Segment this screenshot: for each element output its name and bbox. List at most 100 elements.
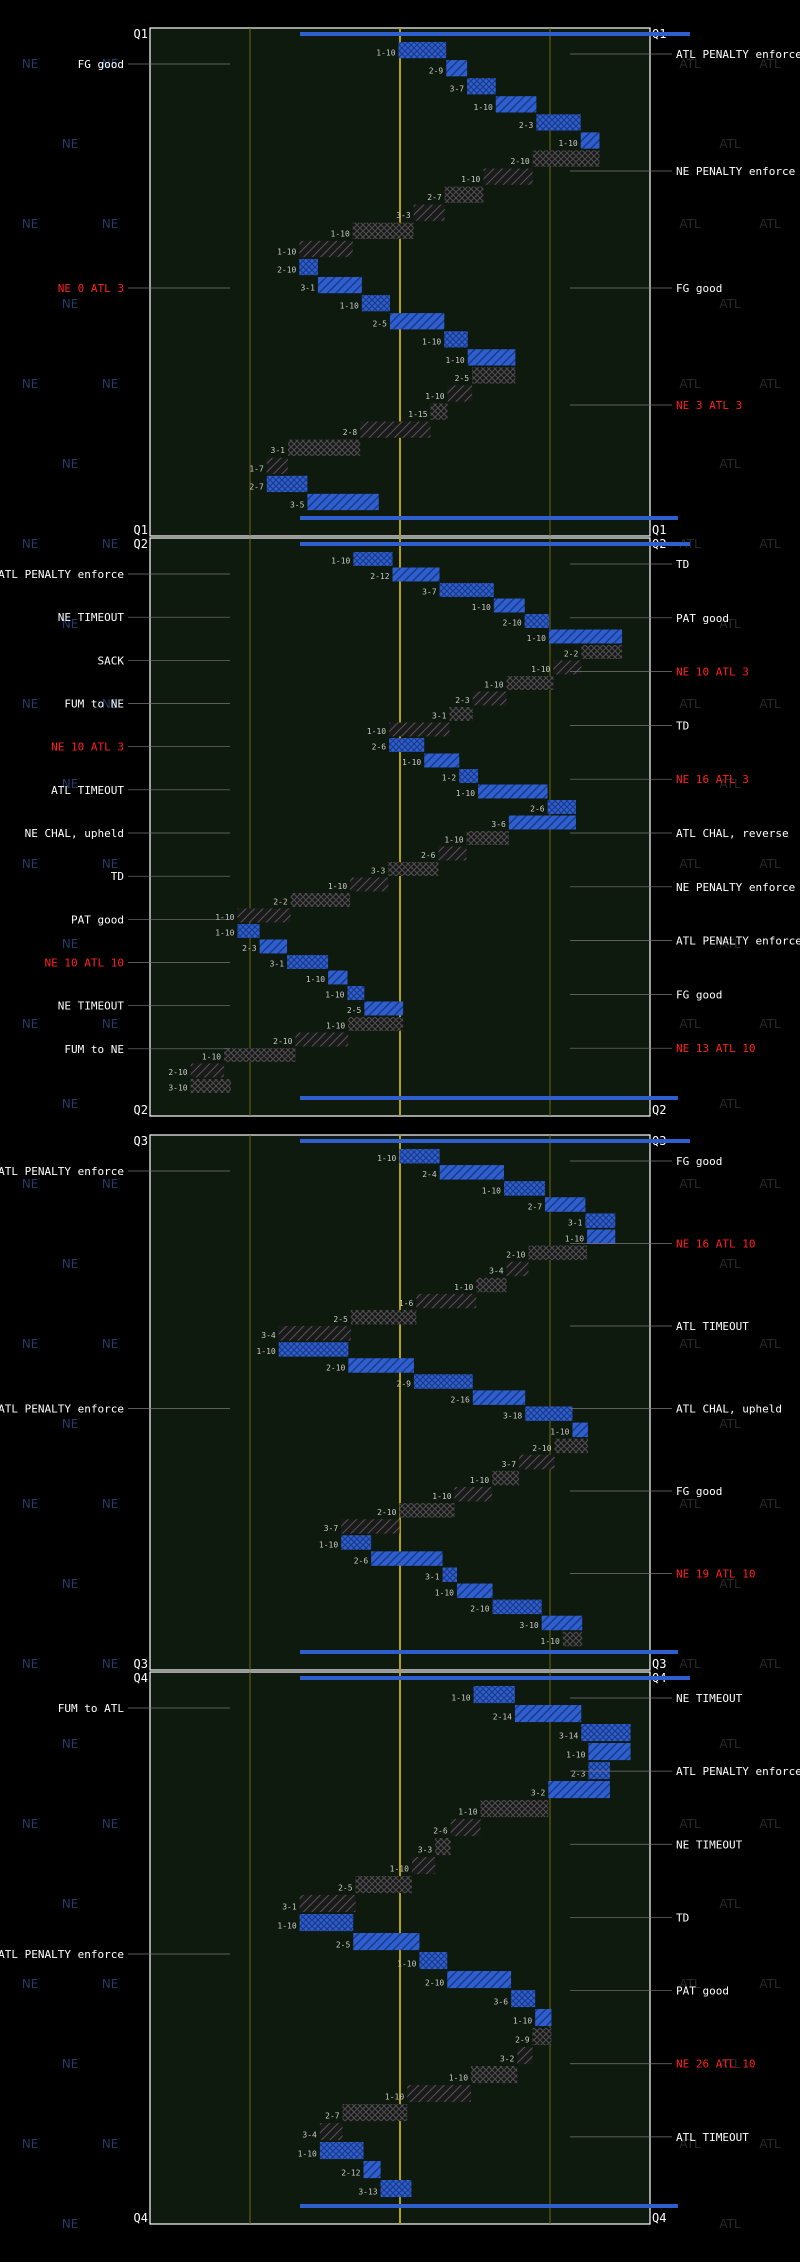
down-distance-label: 3-6 bbox=[491, 820, 506, 829]
watermark-right-team: ATL bbox=[679, 1177, 701, 1191]
down-distance-label: 2-10 bbox=[532, 1444, 551, 1453]
watermark-left-team: NE bbox=[62, 2217, 79, 2231]
play-segment bbox=[341, 1535, 372, 1550]
play-segment bbox=[328, 970, 348, 985]
down-distance-label: 1-10 bbox=[376, 49, 395, 58]
notes-q4: NE TIMEOUT ATL PENALTY enforce NE TIMEOUT T… bbox=[0, 1692, 800, 2144]
down-distance-label: 2-10 bbox=[326, 1363, 345, 1372]
down-distance-label: 2-5 bbox=[336, 1940, 351, 1949]
play-segment bbox=[278, 1342, 349, 1357]
down-distance-label: 1-10 bbox=[484, 681, 503, 690]
play-segment bbox=[288, 439, 361, 456]
score-label: NE 10 ATL 10 bbox=[45, 957, 124, 970]
watermark-left-team: NE bbox=[22, 857, 39, 871]
event-label: FUM to ATL bbox=[58, 1702, 125, 1715]
play-segment bbox=[553, 660, 582, 675]
down-distance-label: 2-16 bbox=[451, 1395, 470, 1404]
watermark-right-team: ATL bbox=[719, 1737, 741, 1751]
down-distance-label: 2-10 bbox=[502, 619, 521, 628]
down-distance-label: 3-3 bbox=[371, 867, 386, 876]
watermark-left-team: NE bbox=[62, 1097, 79, 1111]
play-segment bbox=[528, 1245, 588, 1261]
down-distance-label: 3-1 bbox=[300, 284, 315, 293]
event-label: FG good bbox=[78, 58, 124, 71]
down-distance-label: 1-10 bbox=[482, 1186, 501, 1195]
quarter-label: Q2 bbox=[652, 1103, 666, 1117]
event-label: TD bbox=[676, 719, 689, 732]
quarter-label: Q2 bbox=[134, 1103, 148, 1117]
play-segment bbox=[392, 567, 440, 582]
down-distance-label: 1-10 bbox=[397, 1959, 416, 1968]
play-segment bbox=[459, 769, 479, 783]
play-segment bbox=[447, 1971, 512, 1989]
play-segment bbox=[545, 1197, 586, 1212]
watermark-right-team: ATL bbox=[679, 1977, 701, 1991]
watermark-left-team: NE bbox=[22, 1497, 39, 1511]
watermark-left-team: NE bbox=[102, 1817, 119, 1831]
watermark-left-team: NE bbox=[62, 457, 79, 471]
watermark-left-team: NE bbox=[102, 377, 119, 391]
down-distance-label: 2-5 bbox=[347, 1006, 362, 1015]
down-distance-label: 1-10 bbox=[331, 557, 350, 566]
down-distance-label: 1-10 bbox=[377, 1154, 396, 1163]
watermark-right-team: ATL bbox=[759, 1977, 781, 1991]
down-distance-label: 2-7 bbox=[528, 1202, 543, 1211]
watermark-left-team: NE bbox=[62, 297, 79, 311]
play-segment bbox=[224, 1048, 296, 1062]
play-segment bbox=[347, 986, 365, 1000]
play-segment bbox=[587, 1229, 616, 1244]
event-label: ATL TIMEOUT bbox=[676, 2131, 749, 2144]
down-distance-label: 1-10 bbox=[277, 247, 296, 256]
down-distance-label: 1-10 bbox=[435, 1589, 454, 1598]
quarter-label: Q3 bbox=[134, 1657, 148, 1671]
watermark-left-team: NE bbox=[62, 1577, 79, 1591]
watermark-left-team: NE bbox=[62, 2057, 79, 2071]
down-distance-label: 1-10 bbox=[454, 1283, 473, 1292]
watermark-left-team: NE bbox=[22, 57, 39, 71]
watermark-right-team: ATL bbox=[759, 1497, 781, 1511]
down-distance-label: 1-10 bbox=[461, 175, 480, 184]
play-segment bbox=[190, 1079, 231, 1093]
play-segment bbox=[266, 475, 308, 493]
play-segment bbox=[290, 893, 351, 907]
down-distance-label: 2-5 bbox=[455, 374, 470, 383]
plays-q2: 1-102-123-71-102-101-102-21-101-102-33-1… bbox=[168, 542, 690, 1100]
down-distance-label: 1-10 bbox=[451, 1693, 470, 1702]
down-distance-label: 1-6 bbox=[399, 1299, 414, 1308]
down-distance-label: 3-1 bbox=[270, 960, 285, 969]
watermark-right-team: ATL bbox=[719, 2057, 741, 2071]
score-label: NE 13 ATL 10 bbox=[676, 1042, 755, 1055]
down-distance-label: 1-10 bbox=[472, 603, 491, 612]
down-distance-label: 3-1 bbox=[432, 712, 447, 721]
down-distance-label: 2-10 bbox=[377, 1508, 396, 1517]
play-segment bbox=[444, 331, 468, 348]
down-distance-label: 2-9 bbox=[397, 1379, 412, 1388]
quarter-label: Q2 bbox=[134, 537, 148, 551]
play-segment bbox=[467, 349, 516, 366]
down-distance-label: 2-7 bbox=[325, 2111, 340, 2120]
watermark-left-team: NE bbox=[62, 777, 79, 791]
watermark-right-team: ATL bbox=[719, 777, 741, 791]
down-distance-label: 3-2 bbox=[531, 1788, 546, 1797]
down-distance-label: 2-12 bbox=[370, 572, 389, 581]
play-segment bbox=[380, 2180, 412, 2198]
play-segment bbox=[371, 1551, 443, 1566]
play-segment bbox=[237, 908, 291, 923]
play-segment bbox=[580, 132, 600, 149]
play-segment bbox=[430, 403, 448, 420]
down-distance-label: 1-10 bbox=[456, 789, 475, 798]
play-segment bbox=[278, 1326, 351, 1341]
score-label: NE 0 ATL 3 bbox=[58, 282, 124, 295]
watermark-right-team: ATL bbox=[719, 1897, 741, 1911]
down-distance-label: 1-10 bbox=[215, 929, 234, 938]
watermark-right-team: ATL bbox=[679, 1017, 701, 1031]
watermark-right-team: ATL bbox=[759, 697, 781, 711]
play-segment bbox=[548, 629, 623, 644]
down-distance-label: 1-15 bbox=[408, 410, 427, 419]
down-distance-label: 1-10 bbox=[319, 1540, 338, 1549]
watermark-left-team: NE bbox=[102, 857, 119, 871]
down-distance-label: 3-5 bbox=[290, 500, 305, 509]
play-segment bbox=[237, 924, 260, 938]
down-distance-label: 3-6 bbox=[494, 1997, 509, 2006]
play-segment bbox=[454, 1486, 493, 1502]
